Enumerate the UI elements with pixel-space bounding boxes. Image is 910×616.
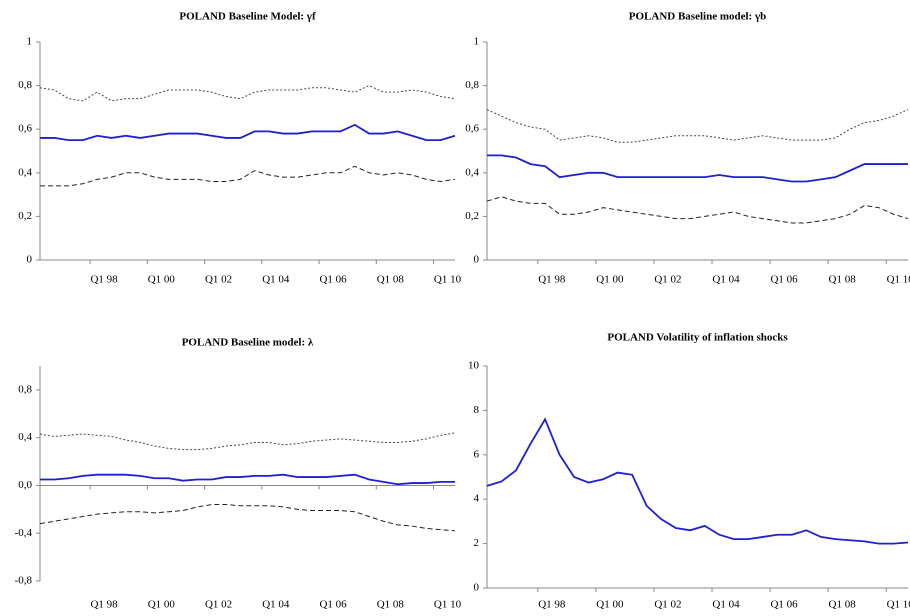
x-tick-label: Q1 10 [434,274,462,286]
x-tick-label: Q1 08 [829,599,857,611]
x-tick-label: Q1 98 [90,599,118,611]
y-tick-label: 0,6 [465,123,479,135]
y-tick-label: 10 [468,360,480,372]
x-tick-label: Q1 10 [434,599,462,611]
series-line [486,196,909,224]
y-tick-label: 1 [27,36,33,48]
series-line [40,123,456,141]
y-tick-label: 1 [474,36,480,48]
x-tick-label: Q1 08 [829,274,857,286]
y-tick-label: 0,0 [18,479,32,491]
x-tick-label: Q1 02 [205,274,232,286]
y-tick-label: 0 [474,254,480,266]
y-tick-label: 0,2 [18,210,32,222]
x-tick-label: Q1 04 [262,274,290,286]
chart-title: POLAND Volatility of inflation shocks [607,332,788,344]
x-tick-label: Q1 00 [148,274,176,286]
y-tick-label: 0,4 [18,431,32,443]
y-tick-label: 0 [27,254,33,266]
x-tick-label: Q1 98 [90,274,118,286]
series-line [40,165,456,187]
series-line [39,85,456,102]
x-tick-label: Q1 00 [148,599,176,611]
x-tick-label: Q1 04 [712,599,740,611]
series-line [487,154,908,183]
series-line [40,473,455,486]
x-tick-label: Q1 02 [654,274,681,286]
x-tick-label: Q1 98 [538,274,566,286]
y-tick-label: 0,6 [18,123,32,135]
y-tick-label: 0,4 [465,166,479,178]
y-tick-label: 2 [474,537,480,549]
y-tick-label: 0 [474,582,480,594]
y-tick-label: 4 [474,493,480,505]
x-tick-label: Q1 10 [887,274,910,286]
series-line [39,432,456,451]
x-tick-label: Q1 00 [596,274,624,286]
y-tick-label: 0,2 [465,210,479,222]
series-line [486,417,909,545]
x-tick-label: Q1 04 [712,274,740,286]
x-tick-label: Q1 02 [654,599,681,611]
x-tick-label: Q1 08 [377,599,405,611]
x-tick-label: Q1 10 [887,599,910,611]
y-tick-label: 0,8 [465,79,479,91]
y-tick-label: 0,4 [18,166,32,178]
chart-title: POLAND Baseline Model: γf [179,11,316,23]
x-tick-label: Q1 06 [319,599,347,611]
x-tick-label: Q1 08 [377,274,405,286]
x-tick-label: Q1 06 [319,274,347,286]
x-tick-label: Q1 06 [770,274,798,286]
y-tick-label: -0,4 [15,527,33,539]
x-tick-label: Q1 02 [205,599,232,611]
series-line [486,109,909,143]
x-tick-label: Q1 04 [262,599,290,611]
series-line [39,504,456,532]
chart-title: POLAND Baseline model: λ [182,337,314,349]
y-tick-label: 0,8 [18,383,32,395]
y-tick-label: 0,8 [18,79,32,91]
x-tick-label: Q1 98 [538,599,566,611]
x-tick-label: Q1 06 [770,599,798,611]
y-tick-label: 6 [474,448,480,460]
y-tick-label: -0,8 [15,575,33,587]
y-tick-label: 8 [474,404,480,416]
x-tick-label: Q1 00 [596,599,624,611]
chart-title: POLAND Baseline model: γb [629,11,766,23]
